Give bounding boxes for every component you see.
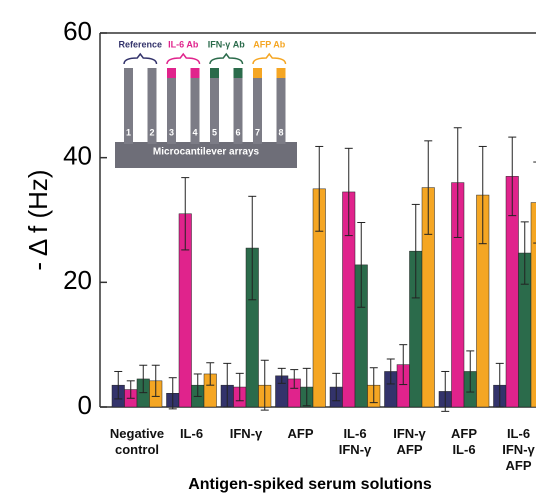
brace [167,54,200,64]
cantilever-number: 5 [212,127,217,137]
y-tick-label: 20 [63,265,92,295]
legend-label: IL-6 Ab [168,39,199,49]
coating [191,68,200,78]
cantilever-number: 4 [192,127,197,137]
bar [531,203,536,407]
cantilever-number: 6 [235,127,240,137]
coating [277,68,286,78]
cantilever-number: 3 [169,127,174,137]
x-axis-label: Antigen-spiked serum solutions [188,476,432,493]
coating [253,68,262,78]
plot: - Δ f (Hz) Antigen-spiked serum solution… [0,0,536,494]
inset-caption: Microcantilever arrays [153,147,260,158]
y-axis-label: - Δ f (Hz) [23,169,53,270]
legend-label: AFP Ab [253,39,286,49]
cantilever-number: 1 [126,127,131,137]
coating [210,68,219,78]
legend-label: IFN-γ Ab [208,39,246,49]
legend-label: Reference [118,39,162,49]
y-tick-label: 0 [78,390,92,420]
coating [167,68,176,78]
cantilever-number: 2 [149,127,154,137]
cantilever-number: 7 [255,127,260,137]
x-tick-label: IL-6 IFN-γ AFP [484,426,536,474]
inset: 1 2 3 4 5 6 7 8 Reference IL-6 Ab IFN-γ Ab AFP Ab Mi… [115,39,297,168]
cantilever-number: 8 [278,127,283,137]
y-tick-label: 60 [63,16,92,46]
coating [234,68,243,78]
chart: - Δ f (Hz) Antigen-spiked serum solution… [0,0,536,494]
brace [210,54,243,64]
brace [124,54,157,64]
brace [253,54,286,64]
y-tick-label: 40 [63,141,92,171]
